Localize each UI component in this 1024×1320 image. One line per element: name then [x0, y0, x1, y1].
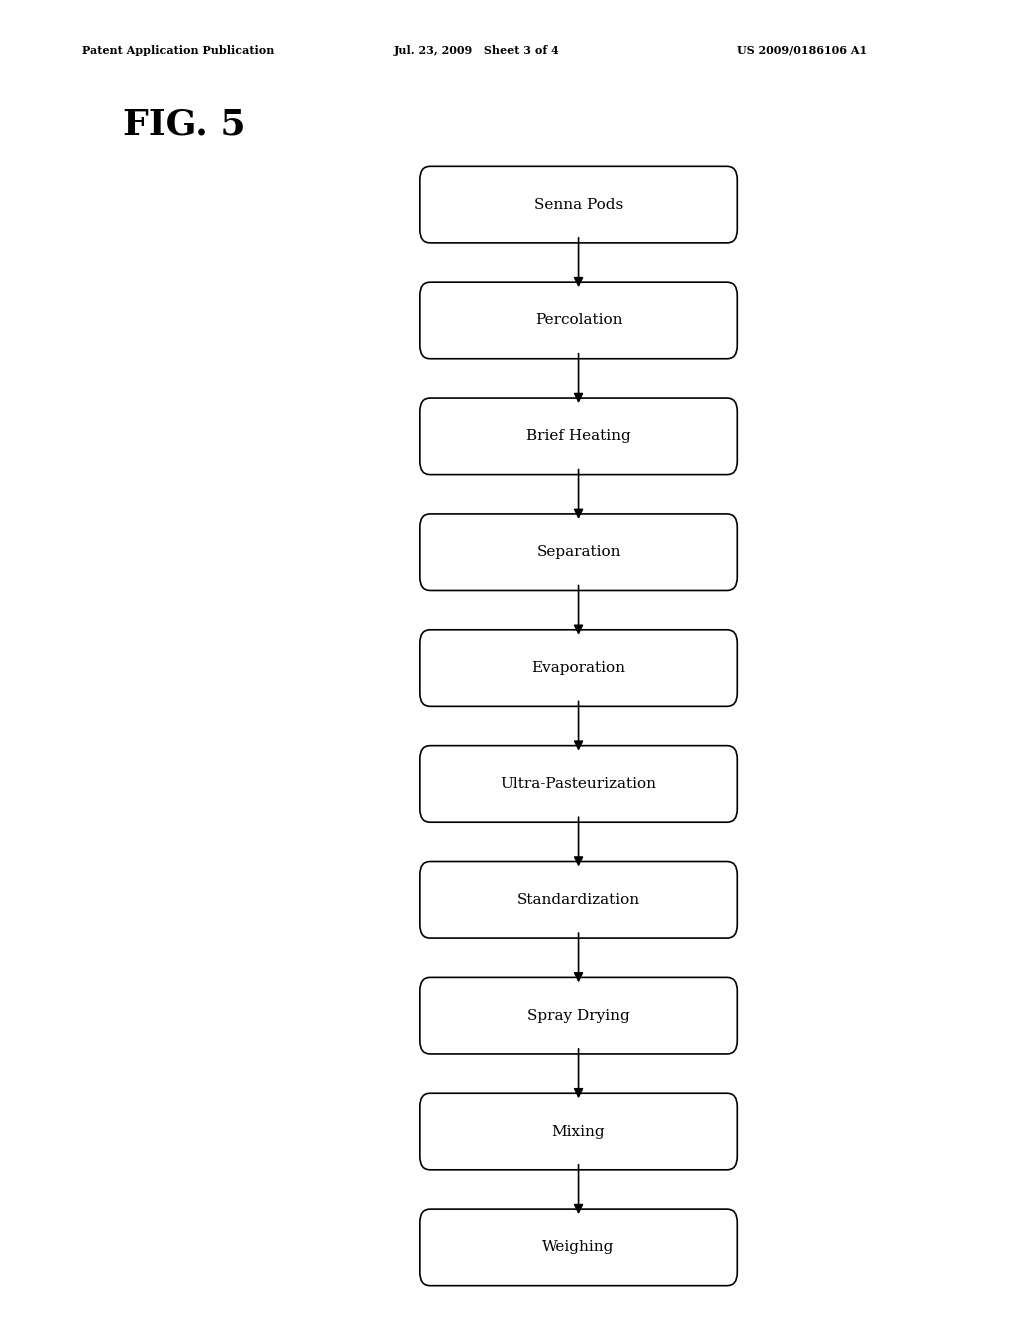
Text: Evaporation: Evaporation [531, 661, 626, 675]
Text: Senna Pods: Senna Pods [534, 198, 624, 211]
Text: Jul. 23, 2009   Sheet 3 of 4: Jul. 23, 2009 Sheet 3 of 4 [394, 45, 560, 55]
Text: Percolation: Percolation [535, 313, 623, 327]
FancyBboxPatch shape [420, 282, 737, 359]
FancyBboxPatch shape [420, 746, 737, 822]
FancyBboxPatch shape [420, 862, 737, 939]
FancyBboxPatch shape [420, 977, 737, 1053]
Text: Patent Application Publication: Patent Application Publication [82, 45, 274, 55]
FancyBboxPatch shape [420, 1209, 737, 1286]
FancyBboxPatch shape [420, 513, 737, 590]
FancyBboxPatch shape [420, 166, 737, 243]
FancyBboxPatch shape [420, 399, 737, 475]
Text: Standardization: Standardization [517, 892, 640, 907]
Text: Separation: Separation [537, 545, 621, 560]
FancyBboxPatch shape [420, 630, 737, 706]
Text: FIG. 5: FIG. 5 [123, 107, 246, 141]
Text: Mixing: Mixing [552, 1125, 605, 1139]
Text: Spray Drying: Spray Drying [527, 1008, 630, 1023]
FancyBboxPatch shape [420, 1093, 737, 1170]
Text: Ultra-Pasteurization: Ultra-Pasteurization [501, 777, 656, 791]
Text: Brief Heating: Brief Heating [526, 429, 631, 444]
Text: US 2009/0186106 A1: US 2009/0186106 A1 [737, 45, 867, 55]
Text: Weighing: Weighing [543, 1241, 614, 1254]
